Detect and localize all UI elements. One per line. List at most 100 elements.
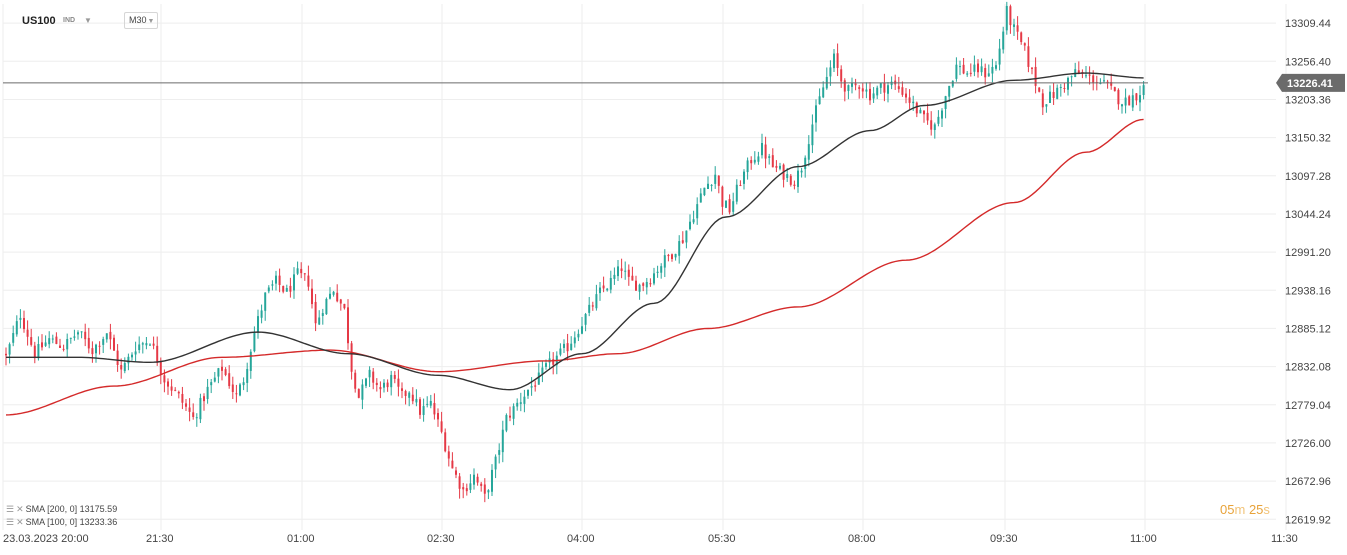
- candle-body: [887, 85, 889, 94]
- candle-body: [98, 345, 101, 347]
- candle-body: [710, 184, 713, 186]
- chevron-down-icon: ▼: [147, 18, 155, 25]
- candle-body: [401, 388, 403, 391]
- candle-body: [703, 187, 706, 196]
- candle-body: [926, 112, 929, 121]
- y-tick-label: 13203.36: [1285, 94, 1331, 106]
- candle-body: [127, 356, 130, 364]
- candle-body: [933, 124, 936, 130]
- candle-body: [383, 382, 385, 388]
- timeframe-select[interactable]: M30▼: [124, 12, 158, 29]
- candle-body: [869, 88, 871, 101]
- candle-body: [278, 275, 281, 285]
- candle-body: [188, 407, 191, 412]
- settings-icon[interactable]: ☰: [6, 517, 15, 527]
- candle-body: [109, 331, 112, 340]
- candle-body: [1031, 67, 1033, 69]
- chevron-down-icon[interactable]: ▼: [84, 16, 92, 25]
- candle-body: [552, 359, 555, 365]
- candle-body: [1142, 85, 1145, 96]
- candle-body: [1038, 87, 1041, 92]
- candle-body: [465, 488, 468, 492]
- candle-body: [613, 274, 616, 279]
- candle-body: [984, 67, 987, 78]
- candle-body: [563, 343, 565, 348]
- candle-body: [447, 451, 450, 459]
- candle-body: [339, 299, 342, 304]
- candle-body: [145, 343, 148, 346]
- candle-body: [793, 184, 796, 186]
- candle-body: [192, 412, 195, 417]
- candle-body: [897, 86, 900, 90]
- candle-body: [912, 101, 915, 104]
- candle-body: [811, 124, 814, 146]
- candle-body: [883, 83, 886, 93]
- timer-seconds: 25: [1248, 502, 1264, 517]
- candle-body: [404, 391, 407, 396]
- candle-body: [559, 348, 562, 355]
- candle-body: [444, 432, 447, 452]
- symbol-label[interactable]: US100: [22, 15, 56, 27]
- candle-body: [980, 66, 983, 73]
- candle-body: [915, 102, 918, 114]
- candle-body: [797, 170, 799, 187]
- candle-body: [692, 219, 695, 223]
- candle-body: [527, 389, 529, 396]
- candle-body: [591, 305, 594, 307]
- candle-body: [1052, 92, 1055, 98]
- candle-body: [411, 394, 414, 402]
- candle-body: [768, 156, 771, 158]
- candle-body: [879, 83, 882, 88]
- candle-body: [602, 285, 605, 289]
- candle-body: [51, 338, 54, 340]
- candle-body: [1070, 76, 1073, 78]
- candle-body: [170, 386, 173, 391]
- candle-body: [584, 314, 587, 325]
- settings-icon[interactable]: ☰: [6, 504, 15, 514]
- candle-body: [239, 384, 241, 396]
- candle-body: [138, 344, 141, 351]
- candle-body: [732, 201, 735, 212]
- y-tick-label: 13256.40: [1285, 56, 1331, 68]
- candle-body: [771, 155, 774, 168]
- candle-body: [1124, 97, 1127, 106]
- candle-body: [440, 421, 443, 432]
- y-tick-label: 12991.20: [1285, 247, 1331, 259]
- candle-body: [505, 415, 508, 431]
- candle-body: [203, 396, 205, 402]
- candle-body: [195, 417, 198, 419]
- candle-body: [624, 270, 627, 272]
- sma-200-line: [5, 118, 1144, 416]
- candle-body: [1139, 95, 1141, 103]
- close-icon[interactable]: ✕: [16, 504, 24, 514]
- legend-sma100-label: SMA [100, 0] 13233.36: [25, 517, 118, 527]
- x-tick-label: 04:00: [567, 533, 595, 545]
- candle-body: [523, 396, 526, 404]
- candle-body: [764, 144, 767, 159]
- candle-body: [375, 382, 378, 386]
- candle-body: [123, 363, 126, 372]
- candle-body: [131, 354, 133, 358]
- legend-sma200: ☰ ✕ SMA [200, 0] 13175.59: [6, 504, 117, 515]
- candle-body: [116, 350, 119, 365]
- x-tick-label: 21:30: [146, 533, 174, 545]
- x-tick-label: 09:30: [990, 533, 1018, 545]
- close-icon[interactable]: ✕: [16, 517, 24, 527]
- candle-body: [102, 339, 105, 345]
- candle-body: [1128, 96, 1131, 106]
- candle-body: [23, 318, 25, 330]
- candle-body: [501, 429, 504, 453]
- candle-body: [876, 87, 879, 96]
- candle-body: [1131, 95, 1134, 108]
- candle-body: [84, 331, 87, 340]
- candle-body: [332, 291, 335, 295]
- candle-body: [113, 337, 115, 351]
- candle-body: [48, 338, 51, 345]
- candle-body: [649, 283, 652, 285]
- candle-body: [858, 87, 861, 89]
- candle-body: [807, 144, 810, 160]
- candle-body: [919, 109, 922, 114]
- candle-body: [685, 230, 688, 243]
- candle-body: [1005, 5, 1008, 31]
